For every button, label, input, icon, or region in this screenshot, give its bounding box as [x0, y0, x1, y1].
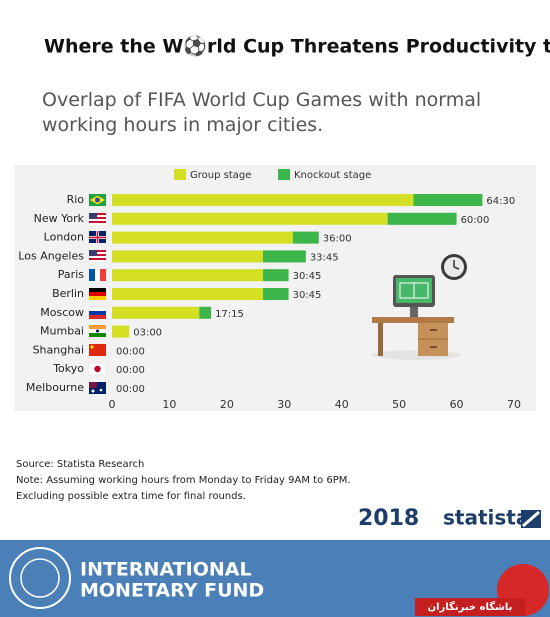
total-label: 00:00 — [116, 346, 145, 357]
footnote: Excluding possible extra time for final … — [16, 491, 246, 502]
total-label: 60:00 — [461, 215, 490, 226]
statista-logo: statista — [443, 506, 529, 530]
x-tick-label: 0 — [109, 398, 116, 411]
total-label: 03:00 — [133, 328, 162, 339]
subtitle-box: Overlap of FIFA World Cup Games with nor… — [42, 89, 482, 136]
total-label: 36:00 — [323, 234, 352, 245]
bar-segment — [413, 194, 483, 206]
total-label: 30:45 — [293, 271, 322, 282]
y-tick-label: Rio — [67, 193, 85, 206]
total-label: 30:45 — [293, 290, 322, 301]
bar-segment — [263, 288, 289, 300]
imf-seal — [20, 558, 60, 598]
x-tick-label: 20 — [220, 398, 234, 411]
y-tick-label: New York — [34, 212, 85, 225]
legend: Group stage Knockout stage — [174, 169, 371, 181]
imf-seal — [9, 547, 71, 609]
imf-name: MONETARY FUND — [80, 580, 264, 602]
x-tick-label: 40 — [335, 398, 349, 411]
bar-segment — [199, 306, 212, 319]
x-tick-label: 70 — [507, 398, 521, 411]
bar-segment — [112, 231, 293, 244]
wc-logo: 2018 — [358, 506, 419, 531]
source-note: Source: Statista Research — [16, 459, 144, 470]
y-tick-label: Shanghai — [33, 343, 84, 356]
watermark-bar — [415, 598, 525, 616]
bar-segment — [387, 212, 457, 225]
x-tick-label: 30 — [277, 398, 291, 411]
total-label: 64:30 — [486, 196, 515, 207]
watermark-text: باشگاه خبرنگاران — [428, 600, 513, 613]
bar-segment — [263, 269, 289, 282]
bar-segment — [112, 194, 414, 206]
desk-illustration — [372, 254, 467, 360]
y-tick-label: Tokyo — [52, 362, 84, 375]
legend-label: Group stage — [190, 170, 251, 181]
bar-segment — [112, 288, 264, 300]
total-label: 33:45 — [310, 252, 339, 263]
total-label: 00:00 — [116, 365, 145, 376]
imf-name: INTERNATIONAL — [80, 559, 252, 581]
x-tick-label: 10 — [162, 398, 176, 411]
bar-segment — [112, 325, 130, 338]
flags — [88, 194, 107, 394]
y-tick-label: Paris — [58, 268, 84, 281]
bar-segment — [112, 306, 200, 319]
x-tick-label: 60 — [450, 398, 464, 411]
y-tick-label: Moscow — [40, 306, 84, 319]
y-tick-label: London — [44, 231, 84, 244]
y-tick-label: Berlin — [52, 287, 84, 300]
chart-subtitle: Overlap of FIFA World Cup Games with nor… — [42, 89, 482, 136]
chart-title: Where the W⚽rld Cup Threatens Productivi… — [44, 35, 550, 58]
legend-swatch — [278, 169, 290, 180]
footnote: Note: Assuming working hours from Monday… — [16, 475, 351, 486]
bar-segment — [292, 231, 319, 244]
statista-icon-mark — [522, 510, 540, 528]
y-tick-label: Melbourne — [26, 381, 84, 394]
total-label: 00:00 — [116, 384, 145, 395]
legend-swatch — [174, 169, 186, 180]
y-tick-label: Los Angeles — [18, 249, 84, 262]
legend-label: Knockout stage — [294, 170, 371, 181]
y-tick-label: Mumbai — [40, 325, 84, 338]
bar-segment — [112, 212, 388, 225]
bar-segment — [112, 269, 264, 282]
bar-segment — [112, 250, 264, 263]
total-label: 17:15 — [215, 309, 244, 320]
bar-segment — [263, 250, 306, 263]
x-tick-label: 50 — [392, 398, 406, 411]
